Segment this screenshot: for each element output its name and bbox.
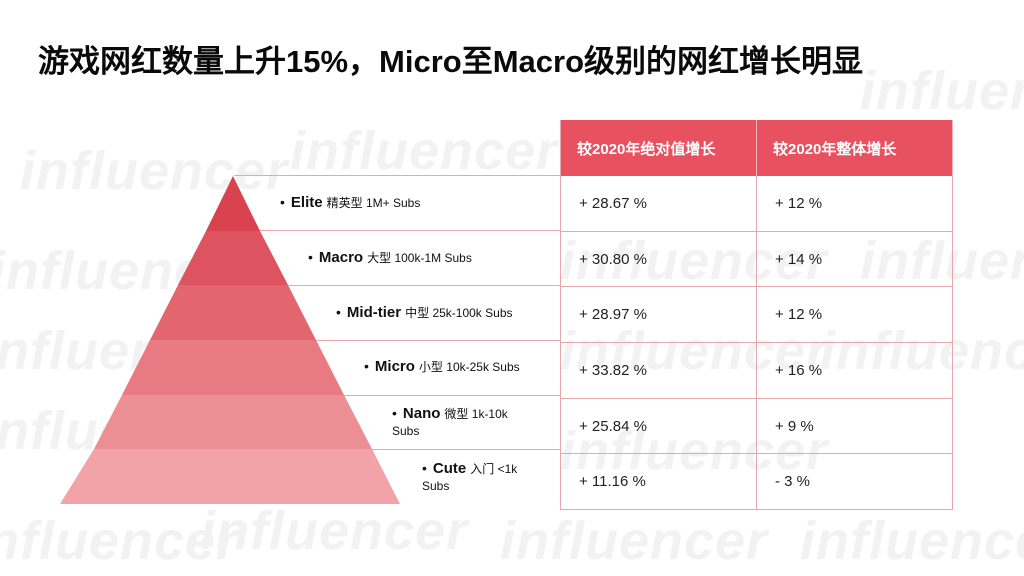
- table-cell: + 25.84 %: [561, 398, 757, 454]
- pyramid-layer-elite: [206, 176, 260, 231]
- tier-divider: [234, 175, 560, 176]
- tier-divider: [288, 285, 560, 286]
- table-row: + 25.84 % + 9 %: [561, 398, 953, 455]
- tier-label-cute: • Cute 入门 <1k Subs: [422, 460, 518, 493]
- table-cell: + 33.82 %: [561, 343, 757, 398]
- watermark-logo: influencer: [290, 121, 559, 181]
- tier-label-elite: • Elite 精英型 1M+ Subs: [280, 194, 421, 211]
- watermark-logo: influencer: [0, 511, 239, 571]
- watermark-logo: influencer: [860, 231, 1024, 291]
- table-cell: + 30.80 %: [561, 231, 757, 287]
- watermark-logo: influencer: [560, 321, 829, 381]
- pyramid-layer-mid-tier: [150, 285, 316, 340]
- tier-label-nano: • Nano 微型 1k-10k Subs: [392, 405, 508, 438]
- watermark-logo: influencer: [560, 231, 829, 291]
- tier-label-macro: • Macro 大型 100k-1M Subs: [308, 249, 472, 266]
- watermark-logo: influencer: [860, 61, 1024, 121]
- influencer-tier-pyramid: [60, 176, 400, 504]
- table-cell: - 3 %: [757, 454, 953, 510]
- watermark-logo: influencer: [20, 141, 289, 201]
- table-row: + 28.97 % + 12 %: [561, 287, 953, 344]
- pyramid-layer-micro: [122, 340, 344, 395]
- watermark-logo: influencer: [560, 421, 829, 481]
- tier-divider: [260, 230, 560, 231]
- growth-table: 较2020年绝对值增长 较2020年整体增长 + 28.67 % + 12 % …: [560, 120, 953, 511]
- column-header-overall-growth: 较2020年整体增长: [757, 120, 953, 176]
- table-cell: + 14 %: [757, 231, 953, 287]
- pyramid-layer-macro: [178, 231, 288, 285]
- table-cell: + 12 %: [757, 176, 953, 231]
- tier-label-micro: • Micro 小型 10k-25k Subs: [364, 358, 520, 375]
- table-cell: + 9 %: [757, 398, 953, 454]
- table-row: + 30.80 % + 14 %: [561, 231, 953, 288]
- tier-label-mid-tier: • Mid-tier 中型 25k-100k Subs: [336, 304, 513, 321]
- tier-divider: [316, 340, 560, 341]
- table-cell: + 28.67 %: [561, 176, 757, 231]
- watermark-logo: influencer: [500, 511, 769, 571]
- table-row: + 28.67 % + 12 %: [561, 176, 953, 232]
- table-cell: + 16 %: [757, 343, 953, 398]
- table-cell: + 28.97 %: [561, 287, 757, 343]
- table-cell: + 12 %: [757, 287, 953, 343]
- watermark-logo: influencer: [800, 511, 1024, 571]
- pyramid-layer-nano: [94, 395, 372, 449]
- tier-divider: [344, 395, 560, 396]
- tier-divider: [372, 449, 560, 450]
- pyramid-layer-cute: [60, 449, 400, 504]
- watermark-logo: influencer: [200, 501, 469, 561]
- table-header: 较2020年绝对值增长 较2020年整体增长: [561, 120, 953, 176]
- table-row: + 11.16 % - 3 %: [561, 454, 953, 511]
- watermark-logo: influencer: [820, 321, 1024, 381]
- page-title: 游戏网红数量上升15%，Micro至Macro级别的网红增长明显: [38, 44, 864, 79]
- table-cell: + 11.16 %: [561, 454, 757, 510]
- table-row: + 33.82 % + 16 %: [561, 343, 953, 399]
- column-header-absolute-growth: 较2020年绝对值增长: [561, 120, 757, 176]
